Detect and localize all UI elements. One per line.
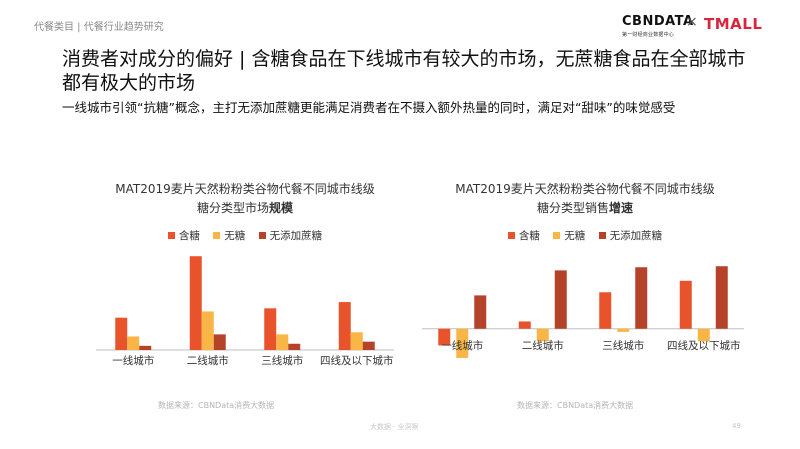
bar-noaddedsugar [362,341,375,350]
x-tick-label: 二线城市 [522,339,564,352]
bar-sugar [264,308,277,350]
breadcrumb: 代餐类目 | 代餐行业趋势研究 [34,22,164,33]
chart-legend: 含糖 无糖 无添加蔗糖 [420,228,750,243]
legend-swatch [213,231,221,239]
legend-label: 无添加蔗糖 [269,230,323,242]
bar-noaddedsugar [139,345,152,350]
logo-separator: × [686,14,698,30]
legend-swatch [598,231,606,239]
chart-title-line2: 糖分类型销售增速 [420,199,750,218]
chart-title-line2: 糖分类型市场规模 [90,199,400,218]
page-number: 49 [732,422,741,430]
legend-label: 无添加蔗糖 [609,230,663,242]
legend-swatch [507,231,515,239]
chart-title-line1: MAT2019麦片天然粉粉类谷物代餐不同城市线级 [115,182,375,196]
sales-growth-chart: MAT2019麦片天然粉粉类谷物代餐不同城市线级 糖分类型销售增速 含糖 无糖 … [420,176,750,406]
legend-item-nosugar: 无糖 [213,228,245,243]
x-tick-label: 一线城市 [441,339,483,352]
bar-nosugar [350,332,363,350]
bar-noaddedsugar [554,270,567,329]
legend-label: 无糖 [564,230,586,242]
legend-label: 含糖 [178,230,200,242]
bar-noaddedsugar [213,334,226,350]
data-source-left: 数据来源：CBNData消费大数据 [158,401,275,410]
bar-sugar [599,292,612,329]
bar-nosugar [276,334,289,350]
bar-noaddedsugar [635,267,648,329]
chart-title-prefix: 糖分类型市场 [196,201,269,215]
x-tick-label: 三线城市 [602,339,644,352]
bar-noaddedsugar [288,343,301,350]
x-tick-label: 四线及以下城市 [667,339,741,352]
brand-logo: CBNDATA 第一财经商业数据中心 × TMALL [622,14,772,44]
bar-nosugar [456,328,469,358]
bar-nosugar [201,311,214,350]
legend-item-sugar: 含糖 [167,228,200,243]
chart-title-emphasis: 规模 [269,201,294,215]
bar-noaddedsugar [474,295,487,329]
bar-sugar [189,256,202,350]
legend-label: 无糖 [224,230,246,242]
bar-sugar [338,302,351,350]
page-subtitle: 一线城市引领“抗糖”概念，主打无添加蔗糖更能满足消费者在不摄入额外热量的同时，满… [62,100,676,115]
chart-title-line1: MAT2019麦片天然粉粉类谷物代餐不同城市线级 [455,182,715,196]
legend-swatch [553,231,561,239]
bar-sugar [518,321,531,329]
bar-nosugar [127,336,140,350]
data-source-right: 数据来源：CBNData消费大数据 [517,401,634,410]
page-title: 消费者对成分的偏好 | 含糖食品在下线城市有较大的市场，无蔗糖食品在全部城市都有… [62,48,746,94]
chart-plot: 一线城市 二线城市 三线城市 四线及以下城市 [422,266,744,358]
bar-noaddedsugar [715,266,728,329]
cbndata-tagline: 第一财经商业数据中心 [622,32,675,38]
bar-nosugar [536,328,549,342]
bar-sugar [438,328,451,346]
x-tick-label: 二线城市 [187,354,229,367]
bar-sugar [115,317,128,350]
chart-title-emphasis: 增速 [609,201,634,215]
chart-legend: 含糖 无糖 无添加蔗糖 [90,228,400,243]
legend-item-noaddedsugar: 无添加蔗糖 [258,228,323,243]
market-size-chart: MAT2019麦片天然粉粉类谷物代餐不同城市线级 糖分类型市场规模 含糖 无糖 … [90,176,400,406]
tmall-logo: TMALL [704,15,763,33]
legend-swatch [258,231,266,239]
footer-slogan: 大数据 · 全洞察 [370,423,419,431]
legend-item-sugar: 含糖 [507,228,540,243]
bar-nosugar [617,328,630,332]
x-tick-label: 四线及以下城市 [320,354,394,367]
legend-swatch [167,231,175,239]
bar-sugar [679,280,692,329]
chart-plot: 一线城市 二线城市 三线城市 四线及以下城市 [96,256,394,367]
x-tick-label: 一线城市 [112,354,154,367]
chart-title-prefix: 糖分类型销售 [536,201,609,215]
legend-label: 含糖 [518,230,540,242]
x-tick-label: 三线城市 [261,354,303,367]
bar-nosugar [697,328,710,342]
cbndata-logo: CBNDATA [622,14,694,29]
legend-item-nosugar: 无糖 [553,228,585,243]
legend-item-noaddedsugar: 无添加蔗糖 [598,228,663,243]
